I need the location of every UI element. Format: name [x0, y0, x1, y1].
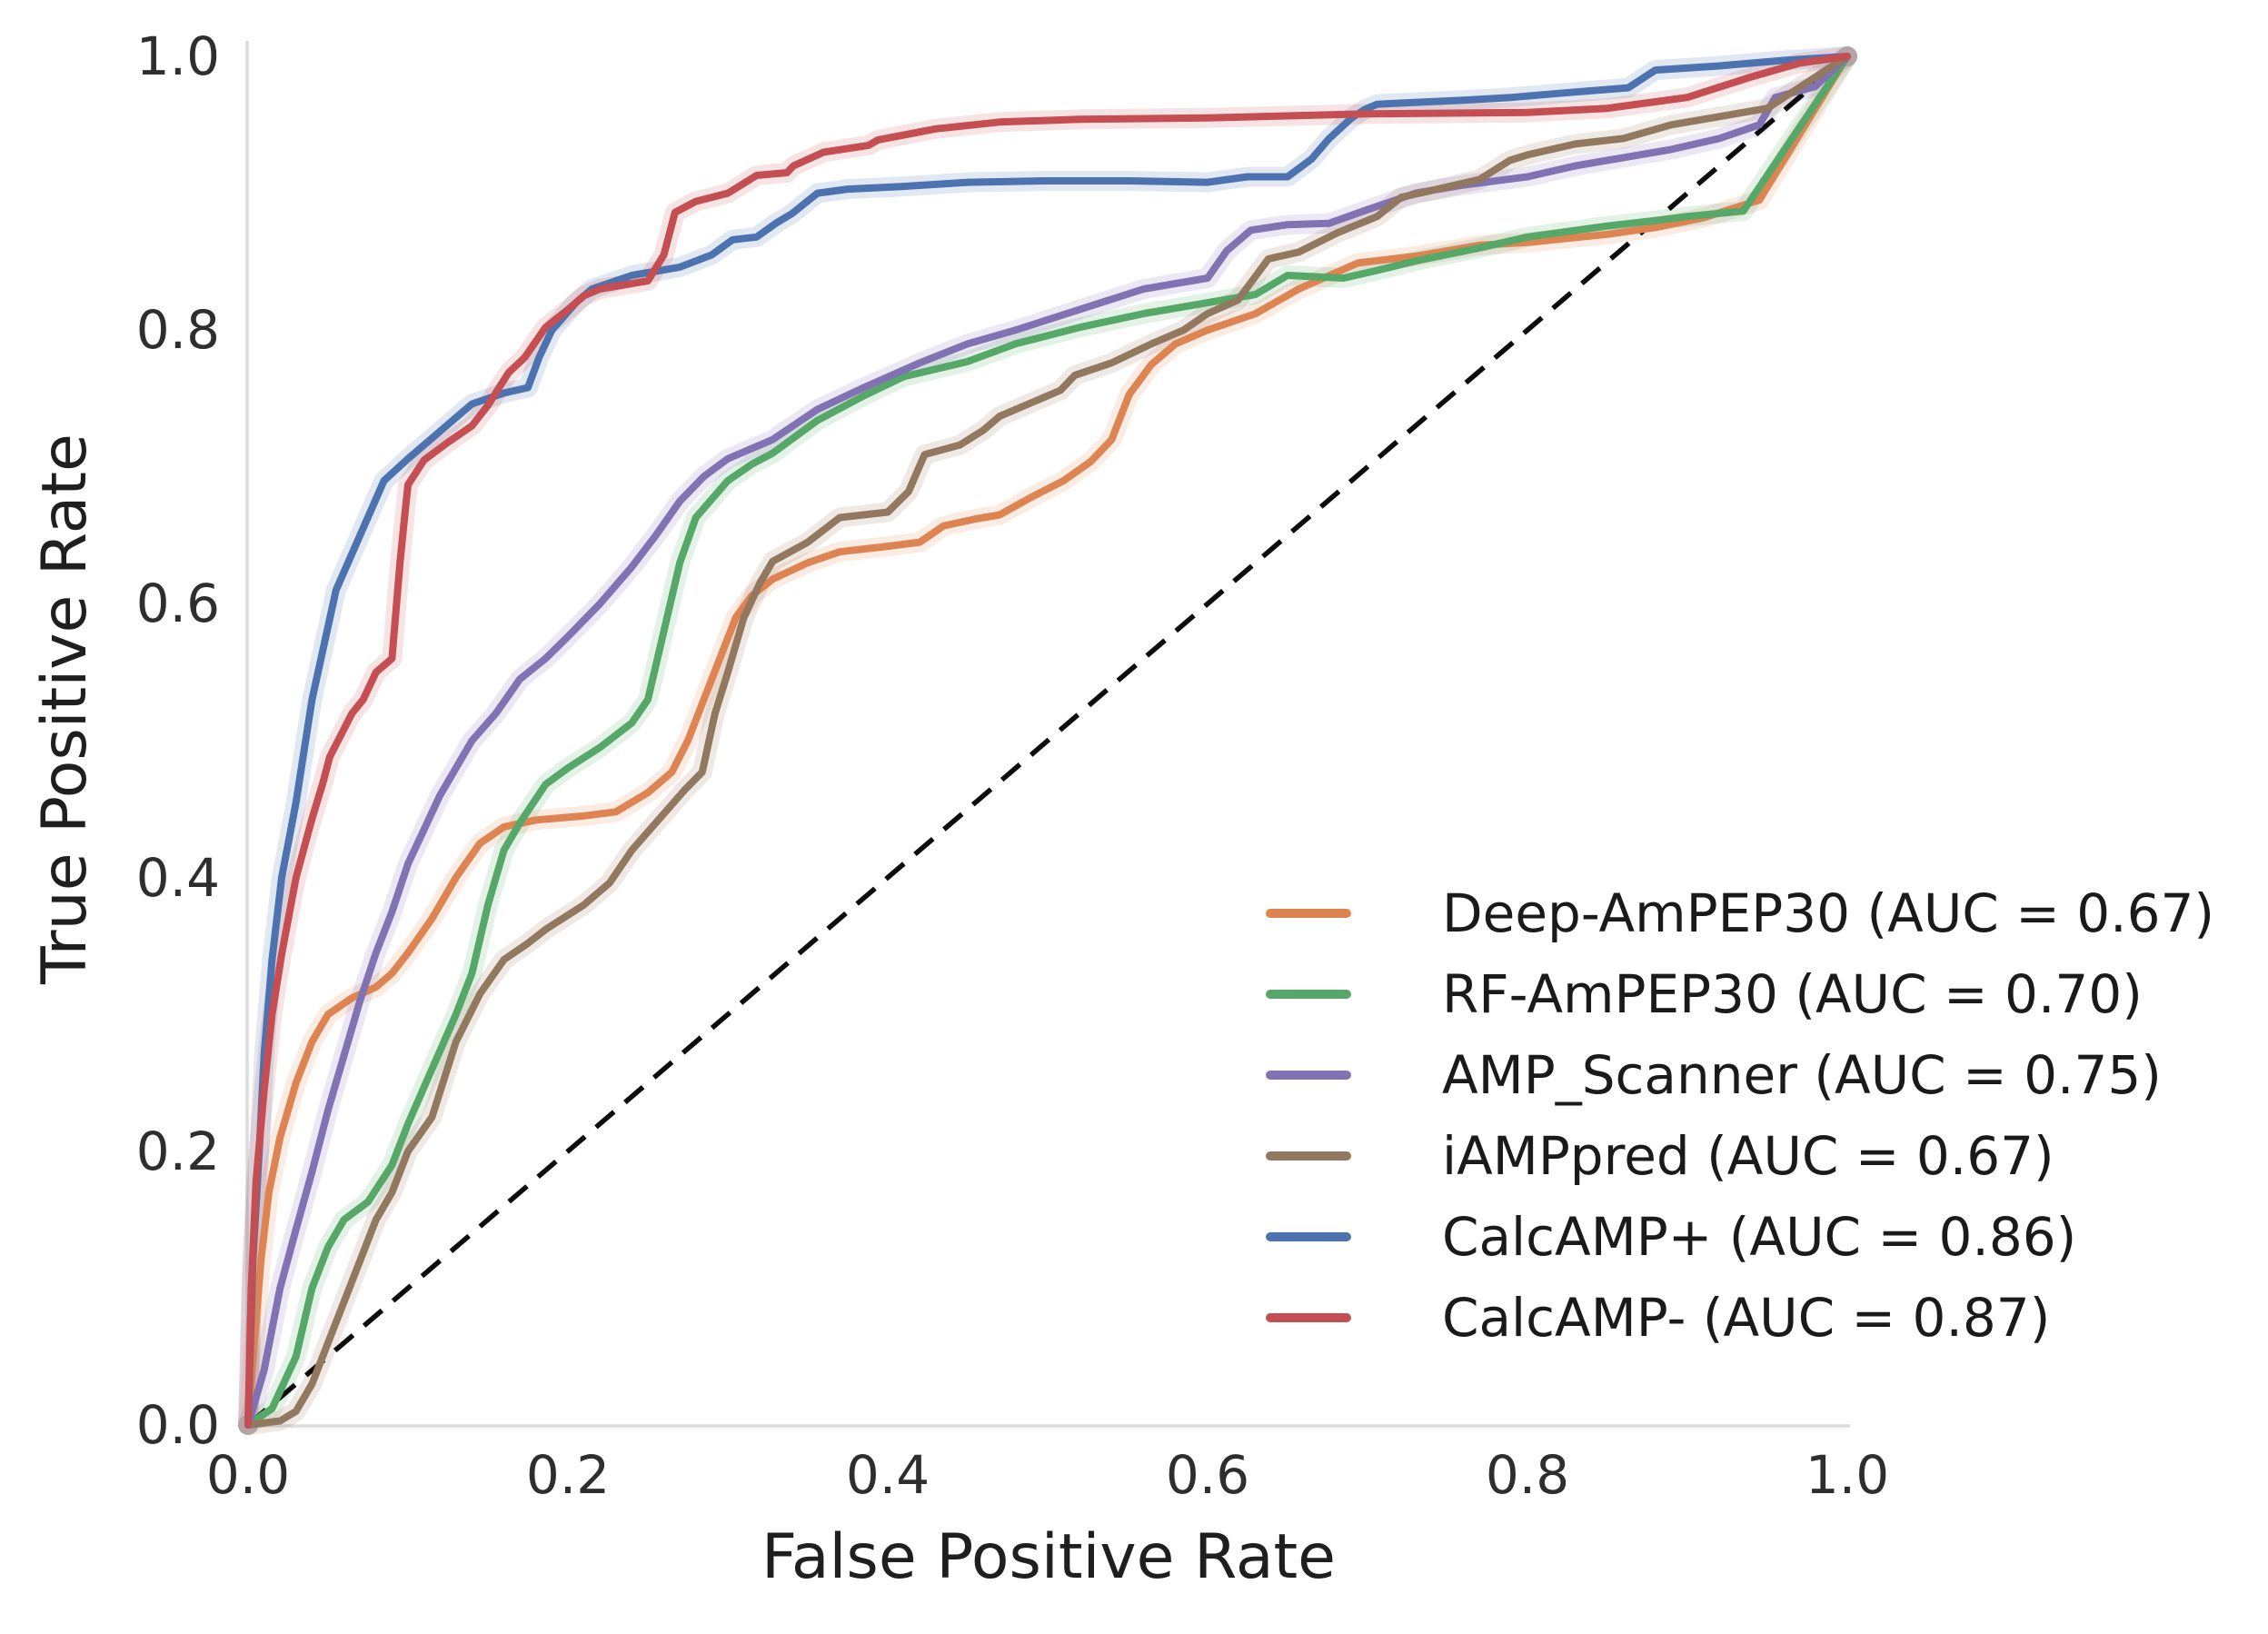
- legend-row-iamppred: iAMPpred (AUC = 0.67): [1266, 1115, 2265, 1196]
- legend-row-calcamp-plus: CalcAMP+ (AUC = 0.86): [1266, 1196, 2265, 1277]
- legend-label-calcamp-minus: CalcAMP- (AUC = 0.87): [1442, 1286, 2051, 1349]
- y-tick-label-0.6: 0.6: [135, 573, 220, 635]
- legend-label-iamppred: iAMPpred (AUC = 0.67): [1442, 1124, 2054, 1187]
- legend-swatch-iamppred: [1266, 1151, 1351, 1161]
- x-tick-label-1.0: 1.0: [1805, 1444, 1890, 1506]
- y-axis-title: True Positive Rate: [29, 433, 101, 984]
- roc-curve-RF-AmPEP30: [244, 53, 1851, 1429]
- legend-row-rf-ampep30: RF-AmPEP30 (AUC = 0.70): [1266, 953, 2265, 1034]
- legend-swatch-deep-ampep30: [1266, 908, 1351, 918]
- x-tick-label-0.8: 0.8: [1485, 1444, 1570, 1506]
- x-tick-label-0.6: 0.6: [1165, 1444, 1250, 1506]
- y-tick-label-0.2: 0.2: [135, 1120, 220, 1182]
- x-tick-label-0.4: 0.4: [845, 1444, 930, 1506]
- legend-swatch-amp-scanner: [1266, 1070, 1351, 1080]
- legend-label-deep-ampep30: Deep-AmPEP30 (AUC = 0.67): [1442, 882, 2215, 944]
- y-tick-label-0.4: 0.4: [135, 846, 220, 909]
- legend-swatch-calcamp-plus: [1266, 1231, 1351, 1241]
- chance-diagonal-line: [246, 54, 1849, 1428]
- y-tick-label-1.0: 1.0: [135, 25, 220, 87]
- x-tick-label-0.2: 0.2: [525, 1444, 611, 1506]
- legend-row-amp-scanner: AMP_Scanner (AUC = 0.75): [1266, 1034, 2265, 1115]
- legend-row-calcamp-minus: CalcAMP- (AUC = 0.87): [1266, 1277, 2265, 1358]
- legend-label-rf-ampep30: RF-AmPEP30 (AUC = 0.70): [1442, 962, 2143, 1025]
- legend-row-deep-ampep30: Deep-AmPEP30 (AUC = 0.67): [1266, 872, 2265, 953]
- roc-curve-AMP_Scanner: [244, 53, 1851, 1429]
- y-tick-label-0.8: 0.8: [135, 299, 220, 362]
- roc-curve-CalcAMP-: [244, 53, 1851, 1429]
- x-axis-title: False Positive Rate: [761, 1521, 1336, 1593]
- x-tick-label-0.0: 0.0: [205, 1444, 291, 1506]
- legend-swatch-calcamp-minus: [1266, 1312, 1351, 1322]
- legend: Deep-AmPEP30 (AUC = 0.67) RF-AmPEP30 (AU…: [1266, 872, 2265, 1358]
- roc-curve-iAMPpred: [244, 53, 1851, 1429]
- legend-label-calcamp-plus: CalcAMP+ (AUC = 0.86): [1442, 1205, 2077, 1268]
- legend-swatch-rf-ampep30: [1266, 989, 1351, 999]
- legend-label-amp-scanner: AMP_Scanner (AUC = 0.75): [1442, 1043, 2162, 1106]
- y-tick-label-0.0: 0.0: [135, 1394, 220, 1456]
- roc-curve-CalcAMP+: [244, 53, 1851, 1429]
